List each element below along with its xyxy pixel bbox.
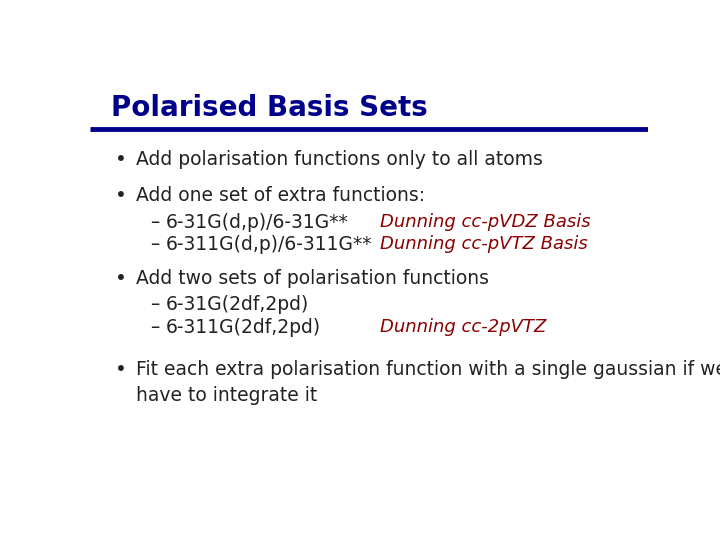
Text: Add one set of extra functions:: Add one set of extra functions: [136,186,425,205]
Text: 6-31G(2df,2pd): 6-31G(2df,2pd) [166,295,309,314]
Text: Dunning cc-pVDZ Basis: Dunning cc-pVDZ Basis [380,213,591,231]
Text: •: • [115,150,127,169]
Text: •: • [115,360,127,379]
Text: –: – [150,295,160,314]
Text: 6-311G(d,p)/6-311G**: 6-311G(d,p)/6-311G** [166,235,372,254]
Text: Fit each extra polarisation function with a single gaussian if we
have to integr: Fit each extra polarisation function wit… [136,360,720,405]
Text: Add polarisation functions only to all atoms: Add polarisation functions only to all a… [136,150,543,169]
Text: •: • [115,268,127,287]
Text: 6-31G(d,p)/6-31G**: 6-31G(d,p)/6-31G** [166,213,348,232]
Text: –: – [150,213,160,232]
Text: Dunning cc-pVTZ Basis: Dunning cc-pVTZ Basis [380,235,588,253]
Text: 6-311G(2df,2pd): 6-311G(2df,2pd) [166,319,320,338]
Text: Dunning cc-2pVTZ: Dunning cc-2pVTZ [380,319,546,336]
Text: –: – [150,235,160,254]
Text: Add two sets of polarisation functions: Add two sets of polarisation functions [136,268,489,287]
Text: –: – [150,319,160,338]
Text: •: • [115,186,127,205]
Text: Polarised Basis Sets: Polarised Basis Sets [111,94,428,122]
